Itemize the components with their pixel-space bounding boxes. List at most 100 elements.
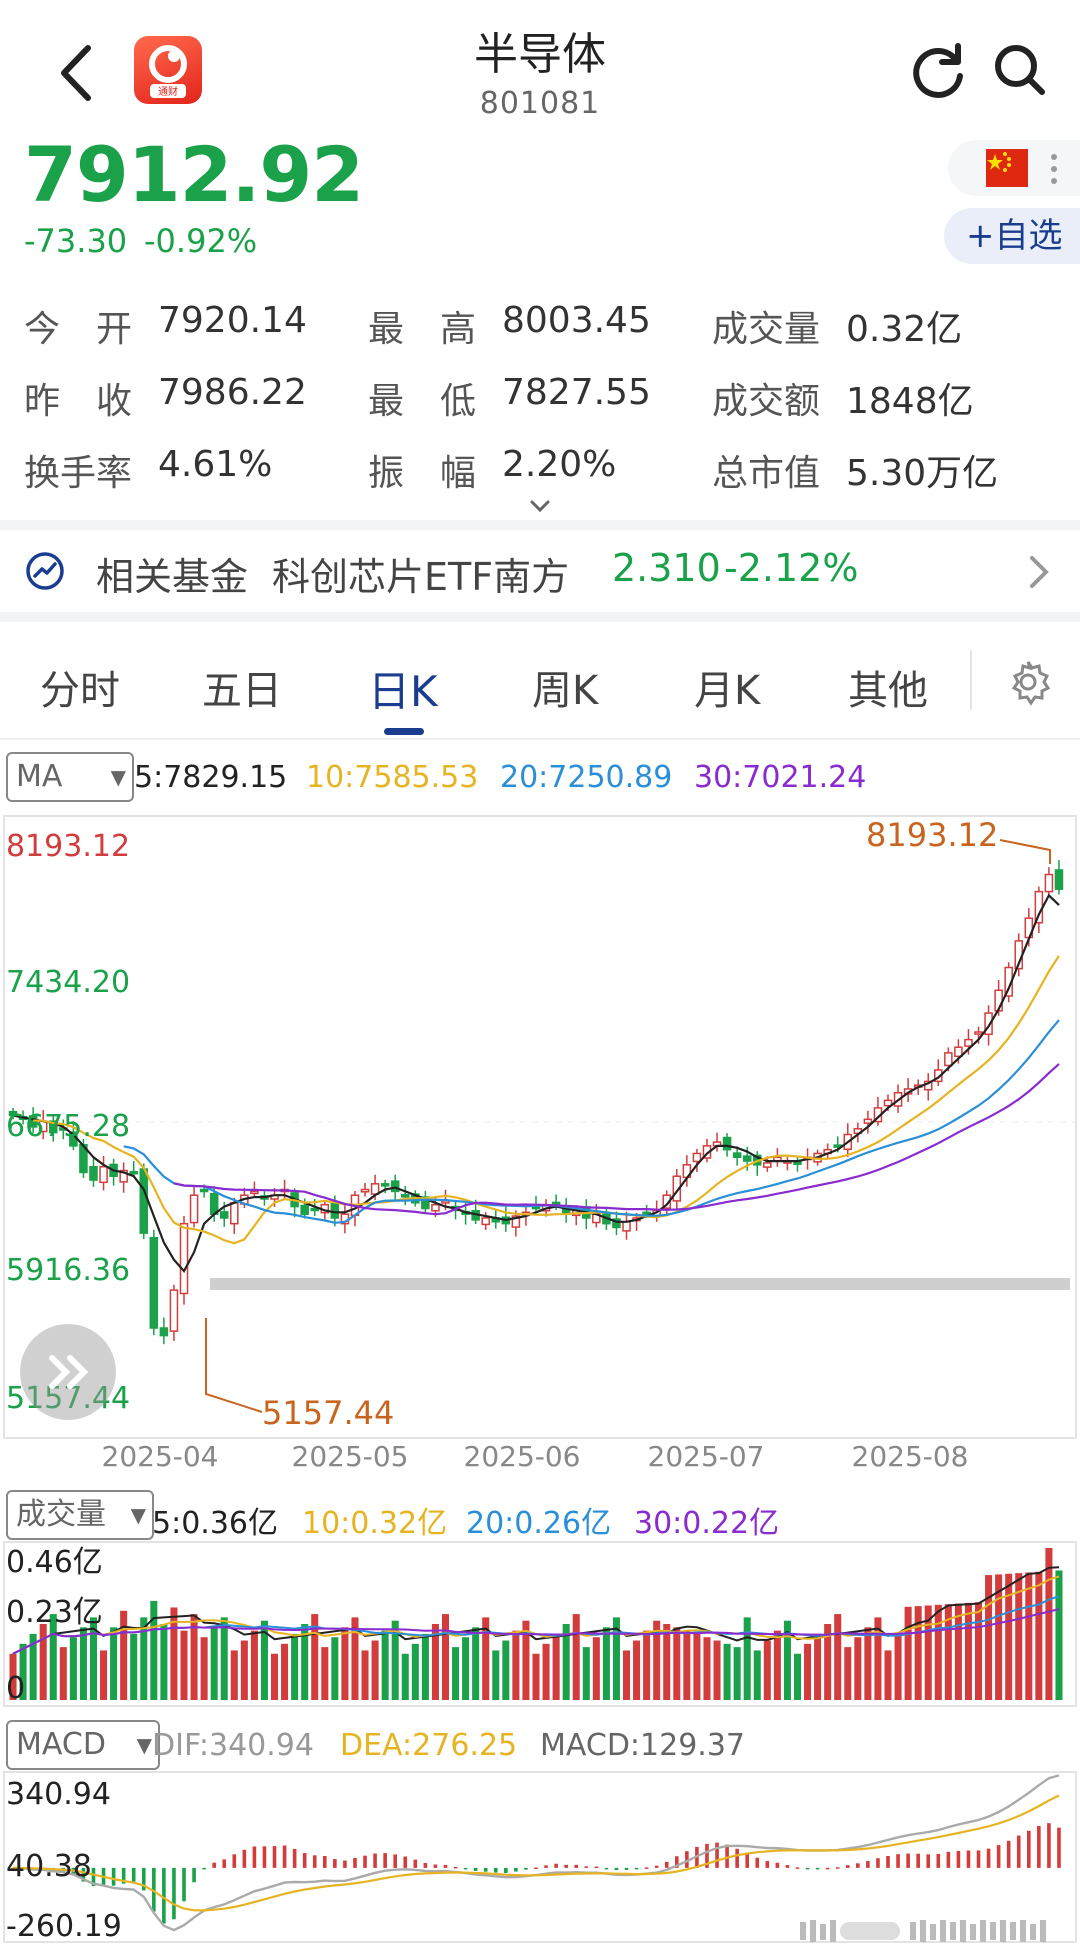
volume-bar: [673, 1627, 681, 1700]
macd-bar: [343, 1860, 347, 1868]
watermark-icon: [800, 1920, 1046, 1942]
chevron-right-icon: [1030, 556, 1049, 588]
volume-chart[interactable]: 0.46亿 0.23亿 0: [0, 1540, 1080, 1710]
macd-bar: [272, 1846, 277, 1868]
macd-bar: [333, 1859, 337, 1868]
low-annotation: 5157.44: [262, 1394, 394, 1432]
stat-value: 7827.55: [502, 372, 651, 413]
divider: [0, 612, 1080, 622]
volume-bar: [19, 1643, 27, 1700]
volume-bar: [894, 1633, 902, 1700]
macd-bar: [192, 1867, 196, 1883]
tab-4[interactable]: 月K: [694, 668, 761, 714]
macd-bar: [302, 1853, 307, 1868]
macd-bar: [433, 1864, 438, 1868]
stat-value: 0.32亿: [846, 309, 963, 350]
macd-bar: [91, 1867, 96, 1887]
volume-bar: [9, 1653, 17, 1700]
stat-label: 振 幅: [368, 453, 477, 494]
x-tick-label: 2025-07: [648, 1440, 765, 1472]
volume-bar: [552, 1633, 560, 1700]
volume-bar: [411, 1643, 419, 1700]
macd-bar: [765, 1861, 770, 1868]
volume-bar: [562, 1624, 570, 1700]
market-flag-menu[interactable]: [948, 140, 1080, 196]
volume-bar: [482, 1617, 490, 1700]
candle-body: [199, 1188, 209, 1193]
volume-bar: [270, 1653, 279, 1700]
candle-body: [431, 1203, 440, 1212]
y-tick-label: 0.23亿: [6, 1595, 103, 1630]
macd-bar: [453, 1866, 458, 1869]
volume-bar: [944, 1604, 952, 1700]
refresh-button[interactable]: [906, 38, 970, 102]
candle-body: [179, 1222, 189, 1295]
expand-stats-button[interactable]: [524, 496, 556, 518]
back-button[interactable]: [48, 38, 108, 108]
volume-bar: [220, 1617, 228, 1700]
indicator-select-macd[interactable]: MACD ▼: [6, 1720, 160, 1770]
fund-change: -2.12%: [724, 546, 859, 590]
stat-value: 5.30万亿: [846, 453, 999, 494]
macd-bar: [1016, 1835, 1021, 1868]
tab-2[interactable]: 日K: [368, 667, 438, 716]
tab-5[interactable]: 其他: [848, 668, 928, 714]
related-fund-row[interactable]: 相关基金 科创芯片ETF南方 2.310 -2.12%: [0, 530, 1080, 610]
macd-bar: [866, 1861, 870, 1868]
candle-body: [370, 1183, 380, 1195]
volume-bar: [401, 1653, 409, 1700]
candle-body: [149, 1236, 159, 1329]
candle-body: [1044, 873, 1054, 893]
candle-body: [139, 1168, 149, 1234]
volume-bar: [130, 1633, 138, 1700]
macd-chart[interactable]: 340.94 40.38 -260.19: [0, 1770, 1080, 1944]
macd-bar: [514, 1867, 518, 1872]
volume-bar: [733, 1647, 741, 1700]
app-logo[interactable]: 通财: [134, 36, 202, 104]
candle-body: [169, 1289, 179, 1332]
macd-bar: [845, 1865, 850, 1868]
settings-button[interactable]: [1000, 654, 1056, 710]
macd-bar: [705, 1843, 709, 1868]
gear-icon: [1011, 661, 1051, 706]
indicator-select-volume[interactable]: 成交量 ▼: [6, 1490, 154, 1540]
volume-bar: [69, 1637, 77, 1700]
macd-bar: [675, 1856, 679, 1868]
stat-value: 7920.14: [158, 300, 307, 341]
volume-bar: [703, 1637, 711, 1700]
tab-1[interactable]: 五日: [202, 668, 282, 714]
high-annotation: 8193.12: [866, 816, 998, 854]
legend-dea: DEA:276.25: [340, 1728, 518, 1763]
volume-bar: [1015, 1573, 1023, 1700]
stat-label: 最 高: [368, 309, 477, 350]
volume-bar: [793, 1653, 802, 1700]
macd-bar: [946, 1851, 951, 1868]
macd-bar: [906, 1853, 910, 1868]
candle-body: [330, 1201, 340, 1219]
candle-body: [89, 1165, 98, 1181]
volume-bar: [110, 1627, 118, 1700]
tab-3[interactable]: 周K: [532, 668, 599, 714]
macd-bar: [815, 1867, 820, 1870]
active-tab-indicator: [384, 728, 424, 735]
fast-forward-button[interactable]: [20, 1324, 116, 1420]
macd-bar: [534, 1867, 538, 1870]
volume-bar: [844, 1647, 852, 1700]
macd-bar: [574, 1864, 579, 1868]
volume-bar: [79, 1627, 87, 1700]
tab-0[interactable]: 分时: [40, 668, 120, 714]
candle-body: [954, 1046, 963, 1058]
volume-bar: [763, 1640, 771, 1700]
search-button[interactable]: [988, 38, 1052, 102]
legend-vol-ma30: 30:0.22亿: [634, 1506, 780, 1541]
macd-bar: [876, 1858, 880, 1868]
candle-body: [944, 1052, 953, 1067]
add-to-watchlist-button[interactable]: +自选: [944, 208, 1080, 264]
indicator-select-ma[interactable]: MA ▼: [6, 752, 134, 802]
volume-bar: [1055, 1570, 1063, 1700]
candlestick-chart[interactable]: 8193.12 5157.44 8193.12 7434.20 6675.28 5916…: [0, 812, 1080, 1472]
legend-vol-ma10: 10:0.32亿: [302, 1506, 448, 1541]
volume-bar: [522, 1620, 530, 1700]
candle-body: [612, 1218, 621, 1229]
macd-bar: [423, 1862, 428, 1868]
